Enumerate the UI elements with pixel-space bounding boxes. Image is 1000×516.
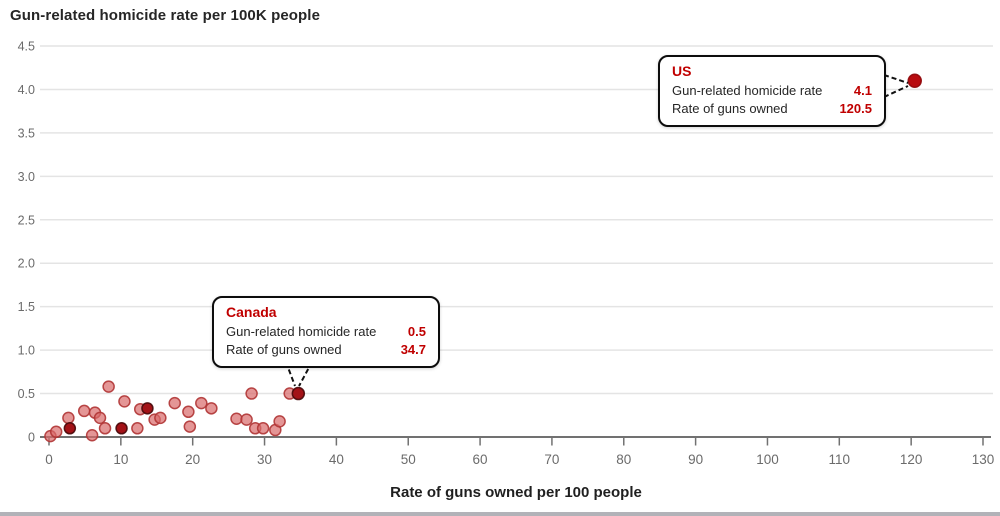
x-tick-label: 110 bbox=[829, 452, 851, 467]
x-tick-label: 80 bbox=[616, 452, 631, 467]
chart-title: Gun-related homicide rate per 100K peopl… bbox=[10, 7, 321, 24]
country-point bbox=[98, 422, 112, 435]
callout-row-label: Rate of guns owned bbox=[226, 341, 342, 357]
x-tick-label: 130 bbox=[972, 452, 995, 467]
y-tick-label: 4.0 bbox=[18, 83, 35, 97]
canada-point bbox=[291, 386, 306, 401]
y-tick-label: 1.5 bbox=[18, 300, 35, 314]
x-tick-label: 10 bbox=[113, 452, 128, 467]
callout-canada-title: Canada bbox=[226, 304, 277, 320]
country-point bbox=[93, 411, 107, 425]
y-tick-label: 2.5 bbox=[18, 213, 35, 227]
y-tick-label: 2.0 bbox=[18, 257, 35, 271]
x-tick-label: 50 bbox=[401, 452, 416, 467]
callout-us: US Gun-related homicide rate 4.1 Rate of… bbox=[658, 55, 886, 127]
country-point bbox=[195, 396, 208, 410]
country-point bbox=[154, 411, 167, 425]
highlighted-dark bbox=[141, 402, 154, 415]
y-tick-label: 3.0 bbox=[18, 170, 35, 184]
country-point bbox=[183, 420, 197, 433]
callout-row: Gun-related homicide rate 0.5 bbox=[226, 323, 426, 341]
country-point bbox=[245, 387, 258, 400]
country-point bbox=[131, 422, 144, 435]
x-tick-label: 20 bbox=[185, 452, 200, 467]
x-tick-label: 40 bbox=[329, 452, 344, 467]
country-point bbox=[273, 415, 286, 428]
y-tick-label: 0 bbox=[28, 431, 35, 445]
country-point bbox=[77, 404, 91, 418]
x-tick-label: 120 bbox=[900, 452, 923, 467]
callout-us-pointer bbox=[883, 74, 909, 98]
country-point bbox=[256, 422, 270, 435]
callout-canada: Canada Gun-related homicide rate 0.5 Rat… bbox=[212, 296, 440, 368]
callout-row-value: 0.5 bbox=[407, 324, 426, 339]
callout-row-label: Gun-related homicide rate bbox=[672, 83, 823, 98]
callout-row: Rate of guns owned 34.7 bbox=[226, 341, 426, 359]
us-point bbox=[907, 73, 922, 89]
country-point bbox=[118, 395, 131, 408]
callout-row-label: Gun-related homicide rate bbox=[226, 324, 377, 339]
callout-row-value: 4.1 bbox=[853, 83, 872, 98]
y-tick-label: 3.5 bbox=[18, 126, 35, 140]
highlighted-dark bbox=[63, 422, 77, 435]
x-axis-title: Rate of guns owned per 100 people bbox=[390, 484, 642, 501]
country-point bbox=[102, 380, 115, 393]
callout-row-value: 34.7 bbox=[400, 341, 426, 357]
callout-us-title: US bbox=[672, 63, 692, 79]
y-tick-label: 4.5 bbox=[18, 39, 35, 53]
country-point bbox=[205, 402, 218, 415]
x-tick-label: 100 bbox=[756, 452, 779, 467]
country-point bbox=[62, 411, 75, 425]
x-tick-label: 70 bbox=[544, 452, 559, 467]
plot-generated-layer: 0 0.5 1.0 1.5 2.0 2.5 3.0 3.5 4.0 4.5 0 10 20 30 40 50 6… bbox=[18, 39, 995, 467]
bottom-border-bar bbox=[0, 512, 1000, 516]
callout-row: Gun-related homicide rate 4.1 bbox=[672, 82, 872, 100]
country-point bbox=[49, 425, 63, 439]
x-tick-label: 90 bbox=[688, 452, 703, 467]
country-point bbox=[230, 412, 243, 426]
y-tick-label: 1.0 bbox=[18, 344, 35, 358]
y-tick-label: 0.5 bbox=[18, 387, 35, 401]
x-tick-label: 60 bbox=[473, 452, 488, 467]
country-point bbox=[182, 405, 195, 419]
country-point bbox=[168, 396, 181, 410]
callout-row-label: Rate of guns owned bbox=[672, 100, 788, 116]
callout-row: Rate of guns owned 120.5 bbox=[672, 100, 872, 118]
country-point bbox=[85, 429, 99, 442]
x-tick-label: 0 bbox=[45, 452, 53, 467]
x-tick-label: 30 bbox=[257, 452, 272, 467]
highlighted-dark bbox=[115, 422, 128, 435]
callout-row-value: 120.5 bbox=[839, 100, 872, 116]
country-point bbox=[240, 413, 253, 426]
